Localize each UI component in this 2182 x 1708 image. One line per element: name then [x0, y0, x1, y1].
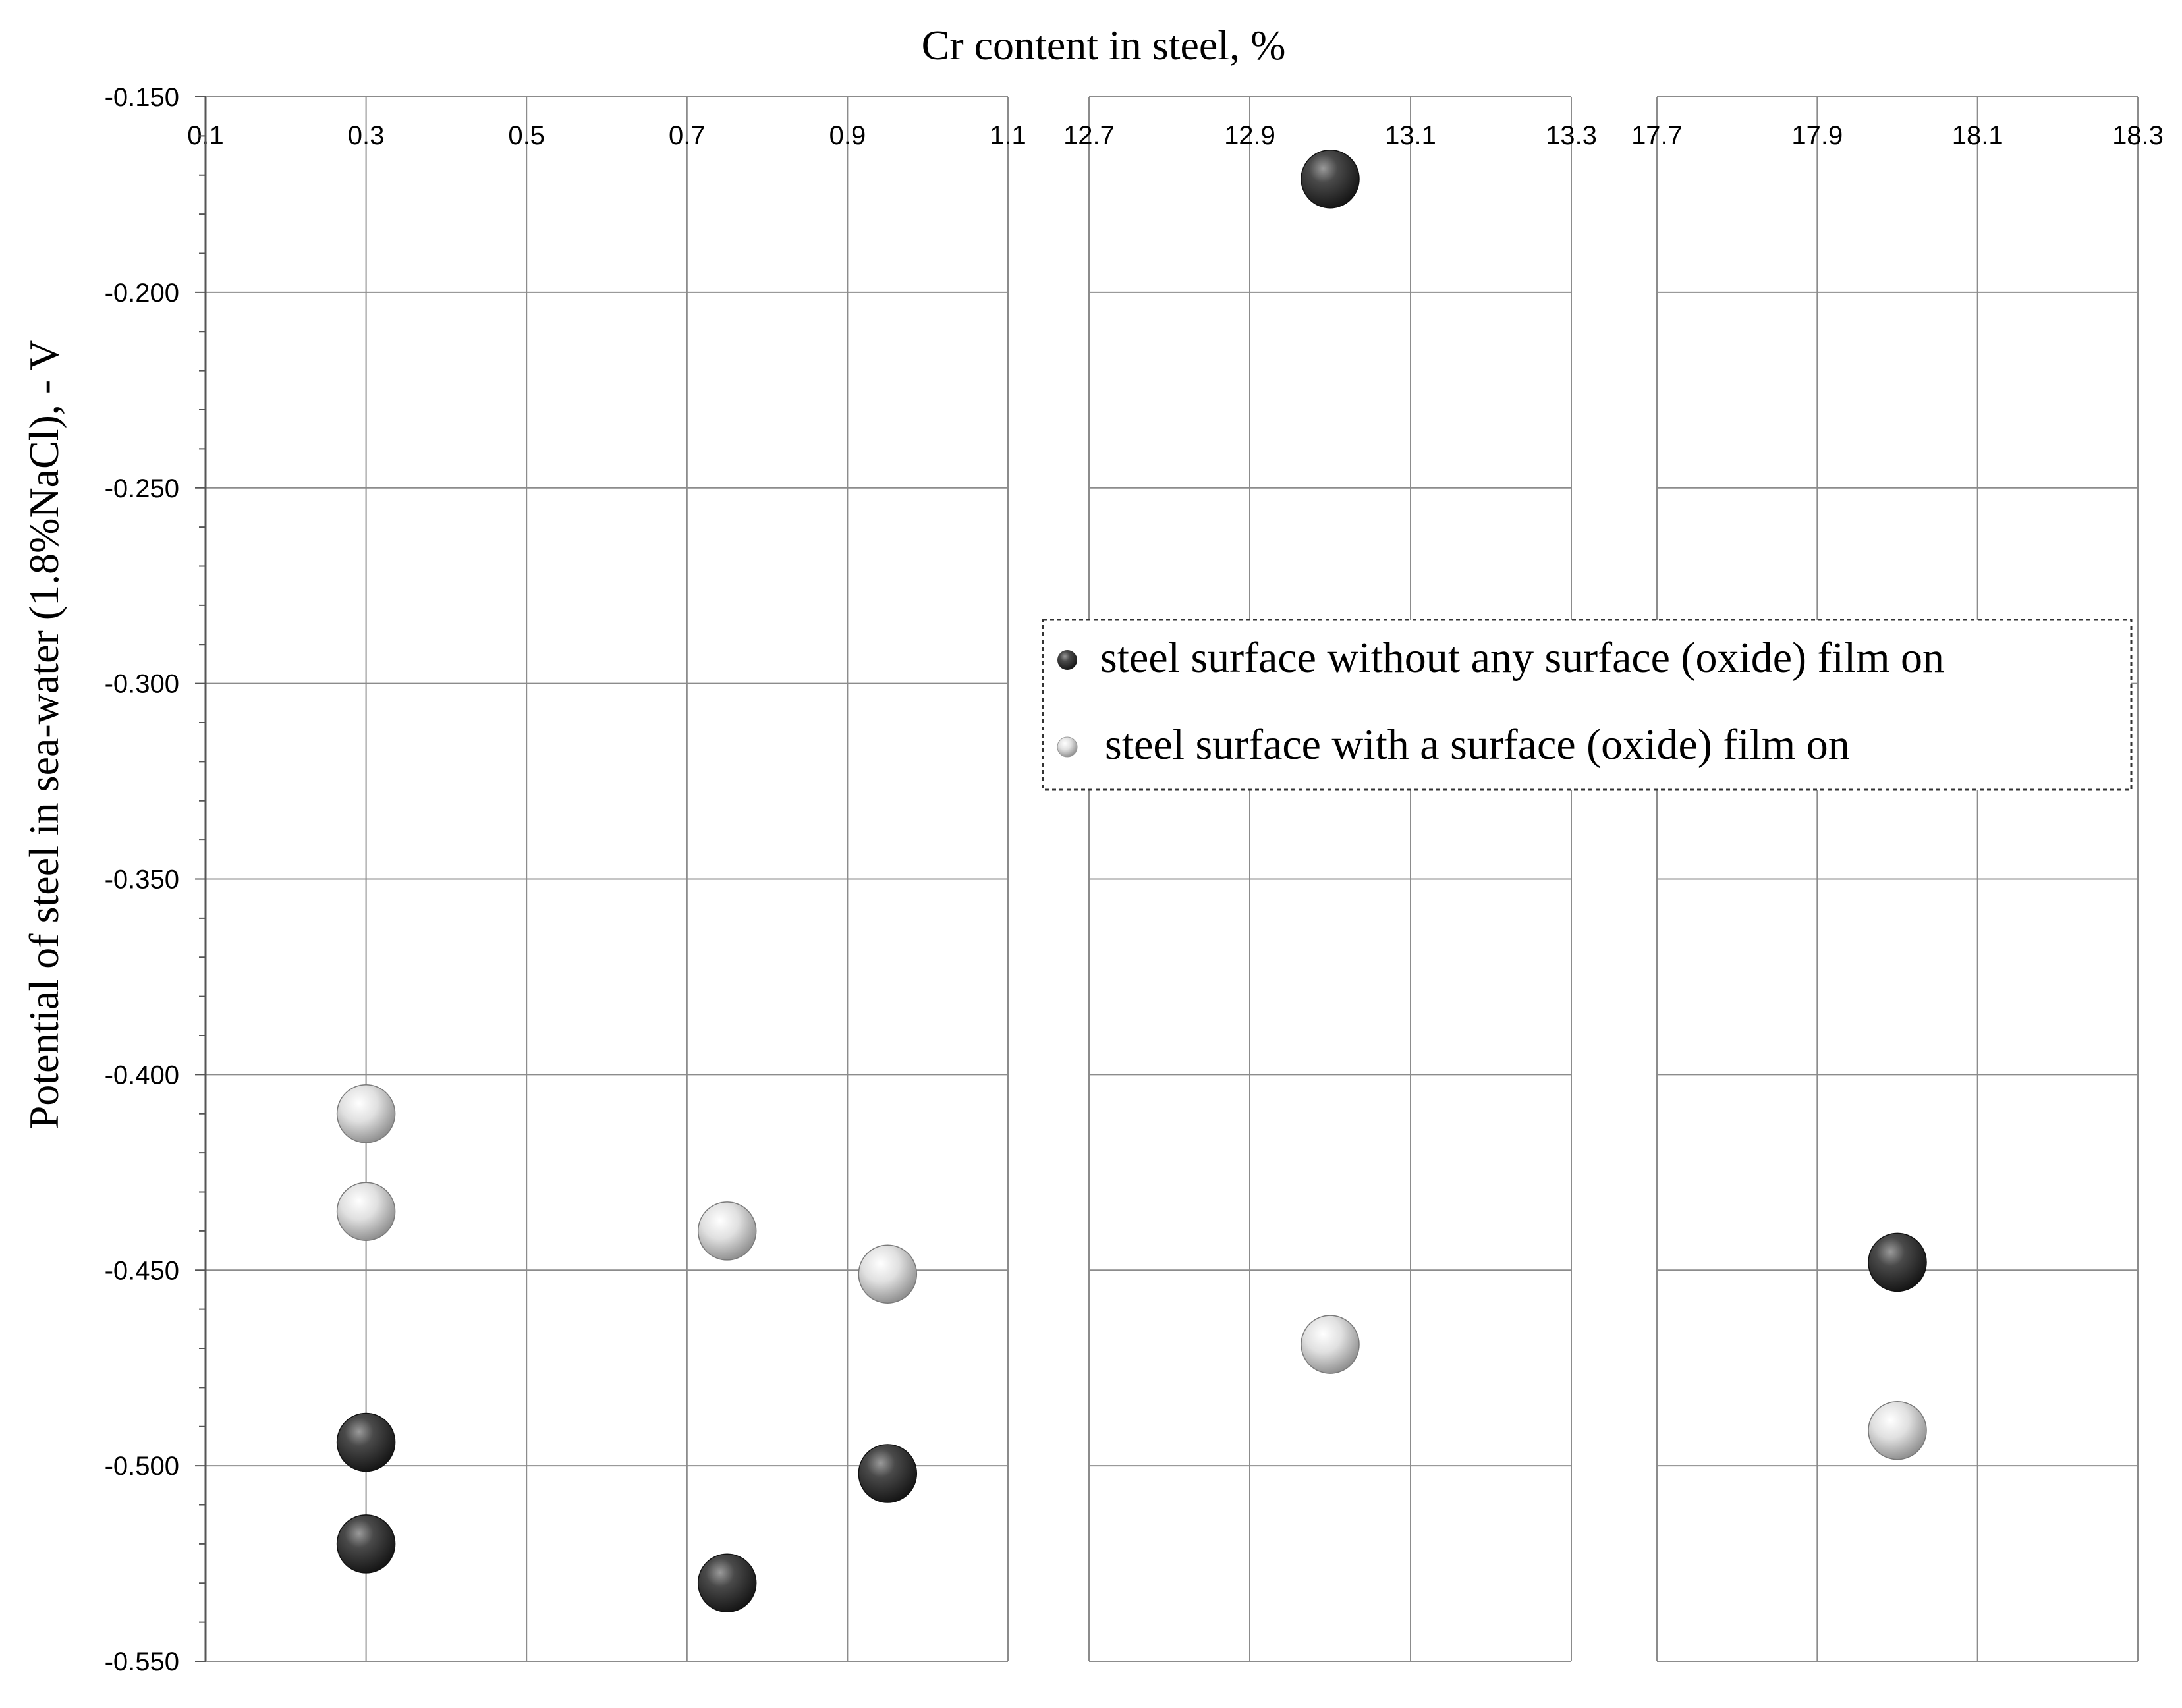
legend-label-light: steel surface with a surface (oxide) fil…: [1105, 721, 1850, 769]
point-no-film: [1868, 1232, 1927, 1292]
y-tick-label: -0.500: [105, 1452, 179, 1481]
x-tick-label: 0.3: [348, 121, 385, 150]
legend: steel surface without any surface (oxide…: [1042, 619, 2133, 791]
y-tick-label: -0.150: [105, 83, 179, 112]
point-with-film: [1868, 1400, 1927, 1460]
x-tick-label: 0.5: [508, 121, 545, 150]
y-tick-label: -0.350: [105, 866, 179, 895]
point-with-film: [697, 1201, 757, 1261]
panel-3: 17.7 17.9 18.1 18.3: [1631, 96, 2164, 1662]
point-no-film: [1301, 149, 1360, 209]
y-tick-label: -0.200: [105, 279, 179, 308]
x-tick-label: 13.3: [1546, 121, 1597, 150]
point-with-film: [1301, 1315, 1360, 1374]
y-tick-label: -0.450: [105, 1256, 179, 1285]
x-tick-label: 18.1: [1952, 121, 2003, 150]
point-no-film: [697, 1553, 757, 1612]
x-tick-label: 12.7: [1063, 121, 1115, 150]
x-tick-label: 0.7: [669, 121, 706, 150]
x-tick-label: 12.9: [1224, 121, 1275, 150]
y-tick-label: -0.550: [105, 1647, 179, 1676]
point-no-film: [336, 1514, 396, 1574]
plot-panels: 0.10.30.50.70.91.112.712.913.113.317.717…: [187, 96, 2164, 1662]
x-tick-label: 18.3: [2112, 121, 2164, 150]
legend-marker-dark: [1057, 650, 1077, 670]
x-tick-label: 17.7: [1631, 121, 1683, 150]
x-tick-label: 13.1: [1385, 121, 1436, 150]
x-tick-label: 0.9: [829, 121, 866, 150]
point-no-film: [336, 1412, 396, 1472]
data-points: [336, 149, 1927, 1612]
x-tick-label: 1.1: [990, 121, 1026, 150]
y-tick-label: -0.400: [105, 1061, 179, 1089]
panel-2: 12.7 12.9 13.1 13.3: [1063, 96, 1597, 1662]
y-axis-title: Potential of steel in sea-water (1.8%NaC…: [20, 340, 67, 1129]
legend-marker-light: [1057, 736, 1078, 758]
legend-label-dark: steel surface without any surface (oxide…: [1100, 634, 1944, 682]
legend-box: [1042, 619, 2133, 791]
point-no-film: [858, 1444, 918, 1503]
y-axis: -0.150 -0.200 -0.250 -0.300 -0.350 -0.400 -0.4…: [105, 83, 207, 1676]
x-tick-label: 17.9: [1791, 121, 1843, 150]
point-with-film: [336, 1182, 396, 1241]
point-with-film: [858, 1244, 918, 1304]
y-tick-label: -0.250: [105, 474, 179, 503]
point-with-film: [336, 1084, 396, 1143]
panel-1: 0.10.30.50.70.91.1: [187, 96, 1026, 1662]
x-axis-title: Cr content in steel, %: [922, 22, 1286, 69]
y-tick-label: -0.300: [105, 670, 179, 699]
